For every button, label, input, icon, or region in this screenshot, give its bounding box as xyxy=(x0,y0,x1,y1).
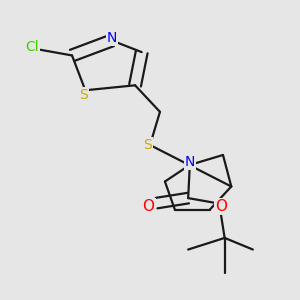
Text: O: O xyxy=(215,199,227,214)
Text: N: N xyxy=(107,31,117,45)
Text: N: N xyxy=(184,154,195,169)
Text: S: S xyxy=(79,88,88,102)
Text: Cl: Cl xyxy=(26,40,39,54)
Text: O: O xyxy=(142,199,154,214)
Text: S: S xyxy=(143,138,152,152)
